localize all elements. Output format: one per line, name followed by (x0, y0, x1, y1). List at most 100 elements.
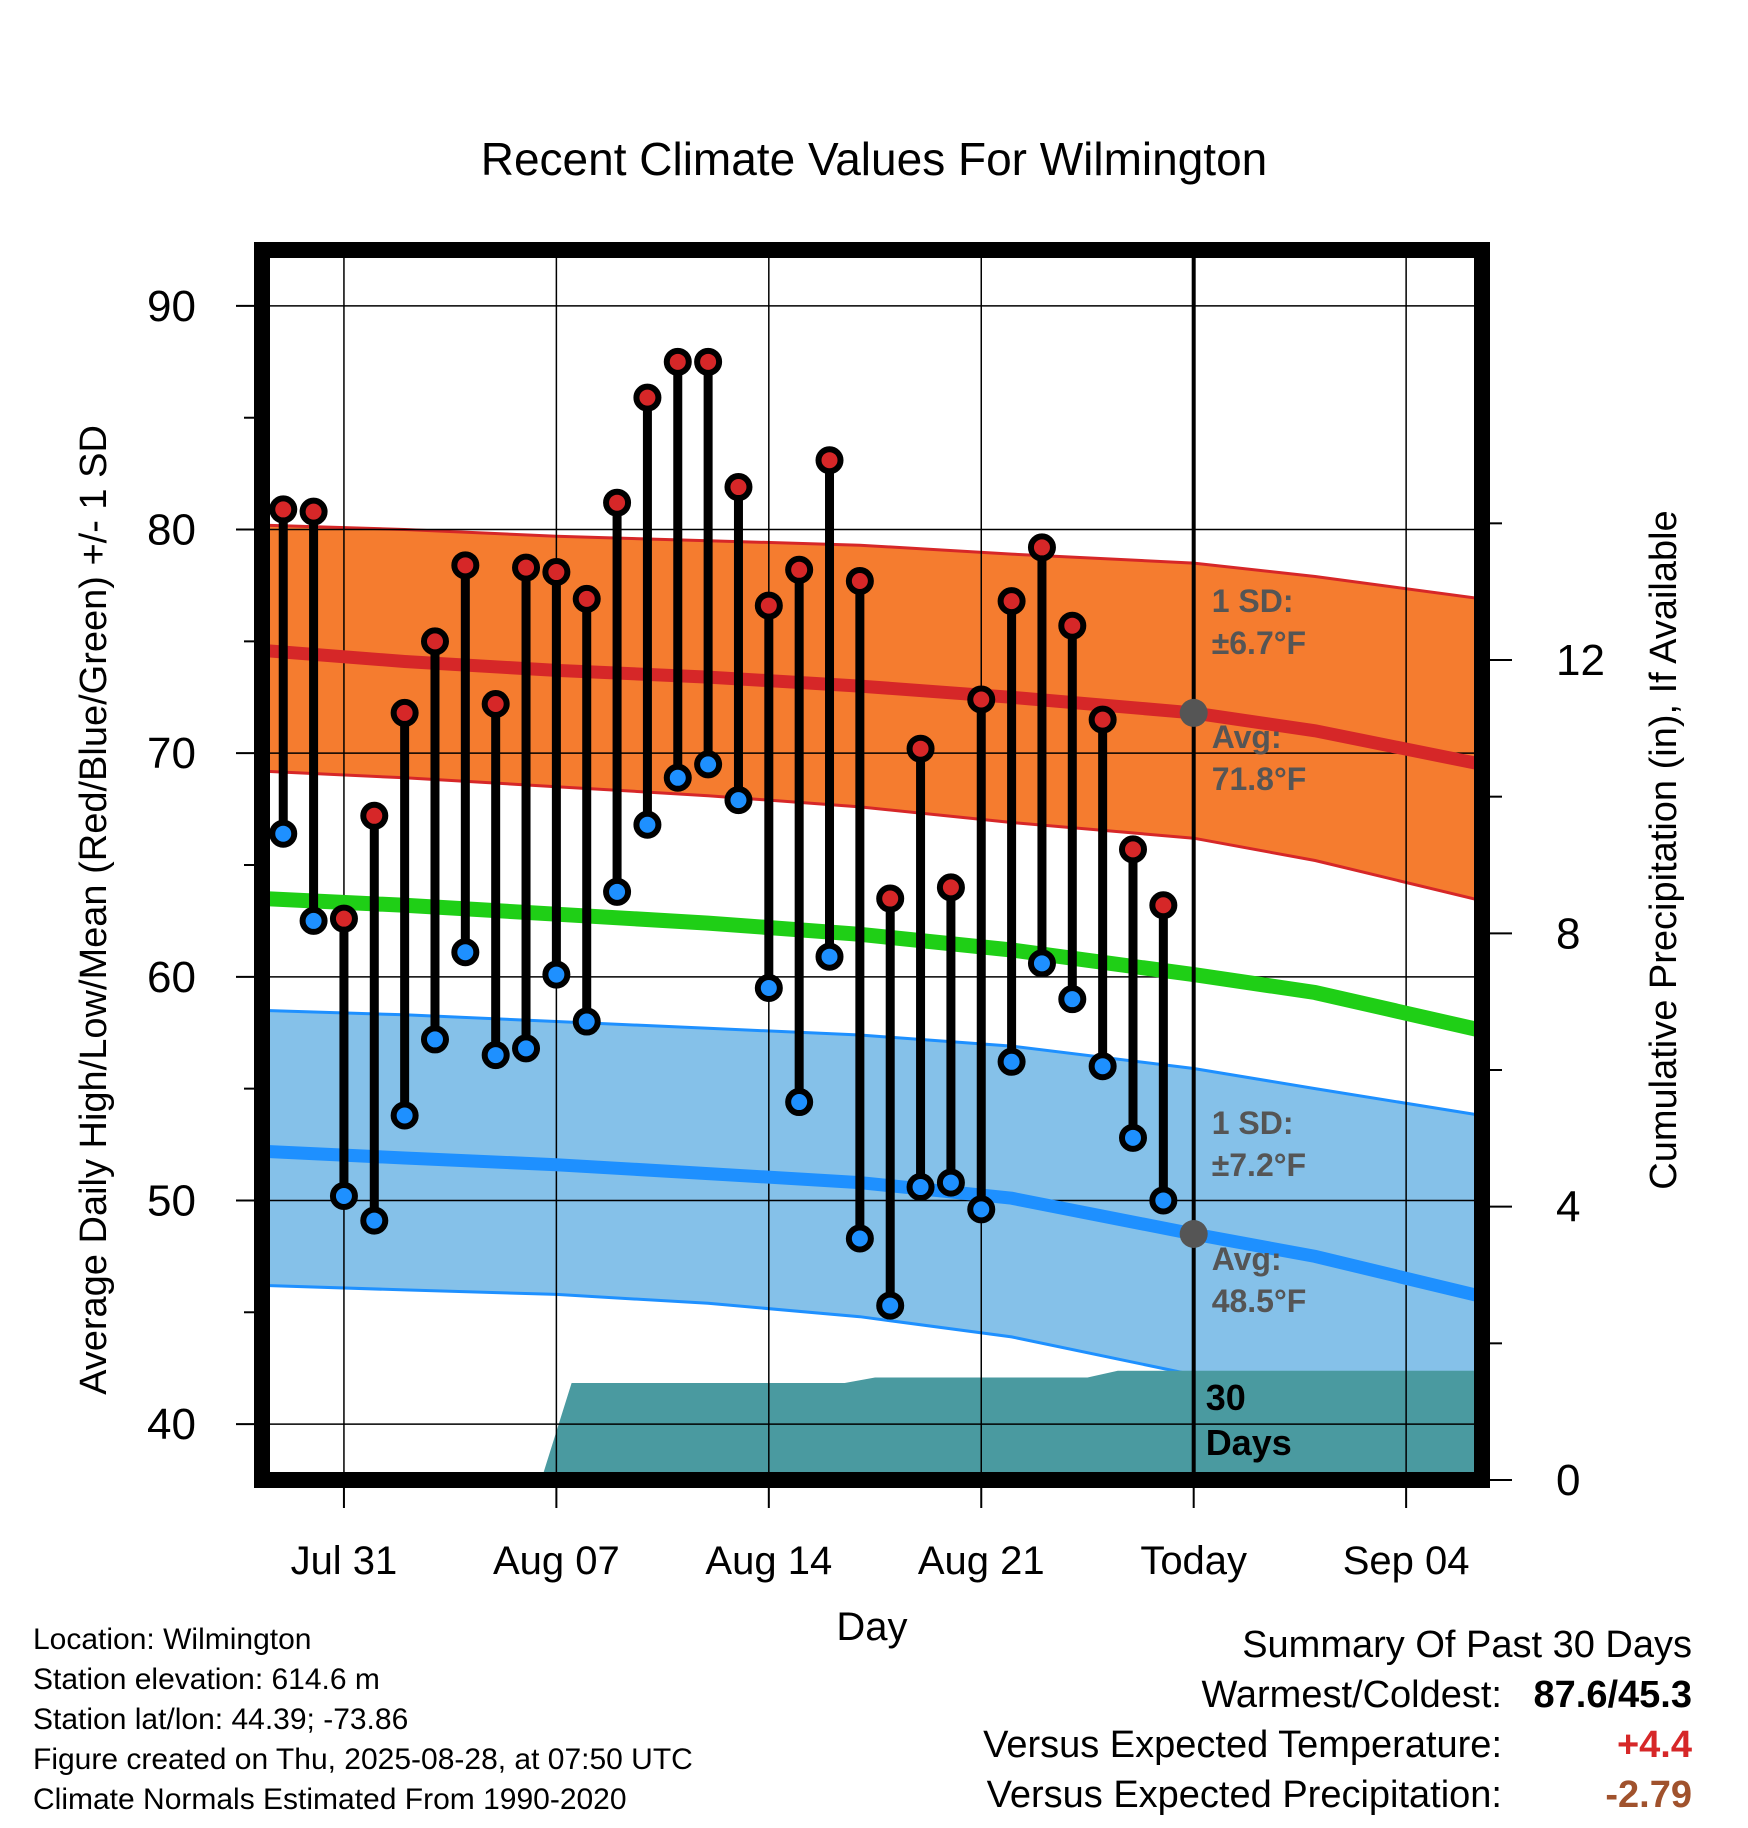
summary-panel: Summary Of Past 30 Days Warmest/Coldest:… (983, 1620, 1692, 1820)
y2-tick-label: 8 (1556, 909, 1580, 958)
y-tick-label: 60 (147, 953, 196, 1002)
high-point (360, 801, 389, 830)
high-point (876, 884, 905, 913)
high-point (329, 904, 358, 933)
today-low-avg-marker (1179, 1220, 1208, 1248)
y-axis-label: Average Daily High/Low/Mean (Red/Blue/Gr… (73, 425, 115, 1395)
high-point (967, 685, 996, 714)
precip-value: -2.79 (1605, 1774, 1692, 1816)
chart-title: Recent Climate Values For Wilmington (480, 133, 1268, 185)
low-point (663, 763, 692, 792)
days-label-line1: 30 (1206, 1377, 1246, 1418)
low-point (724, 786, 753, 815)
high-point (512, 553, 541, 582)
low-point (633, 810, 662, 839)
days-label-line2: Days (1206, 1422, 1292, 1463)
warmest-row: Warmest/Coldest: 87.6/45.3 (983, 1670, 1692, 1720)
low-point (754, 974, 783, 1002)
high-avg-label-line2: 71.8°F (1212, 761, 1307, 797)
x-tick-label: Jul 31 (291, 1539, 398, 1583)
low-point (694, 750, 723, 779)
low-point (936, 1168, 965, 1197)
warmest-label: Warmest/Coldest: (1201, 1674, 1502, 1716)
y-tick-label: 90 (147, 282, 196, 331)
low-point (420, 1025, 449, 1054)
summary-title: Summary Of Past 30 Days (1242, 1624, 1692, 1666)
y2-tick-label: 0 (1556, 1456, 1580, 1505)
high-upper-line (262, 523, 1482, 601)
high-point (1118, 835, 1147, 864)
high-point (815, 446, 844, 475)
high-point (997, 587, 1026, 616)
today-high-avg-marker (1179, 698, 1208, 727)
high-point (1088, 705, 1117, 734)
low-point (572, 1007, 601, 1036)
low-point (360, 1206, 389, 1235)
y2-axis-label: Cumulative Precipitation (in), If Availa… (1643, 510, 1685, 1189)
low-point (1058, 985, 1087, 1014)
low-point (603, 877, 632, 906)
high-point (724, 473, 753, 502)
y-tick-label: 50 (147, 1176, 196, 1225)
precip-row: Versus Expected Precipitation: -2.79 (983, 1770, 1692, 1820)
high-point (936, 873, 965, 902)
station-info: Location: Wilmington Station elevation: … (33, 1620, 693, 1820)
high-point (906, 734, 935, 763)
high-point (785, 555, 814, 584)
high-point (481, 689, 510, 718)
elevation-text: Station elevation: 614.6 m (33, 1663, 380, 1696)
y-tick-label: 70 (147, 729, 196, 778)
x-axis-label: Day (836, 1605, 907, 1649)
precip-label: Versus Expected Precipitation: (986, 1774, 1502, 1816)
high-sd-label-line2: ±6.7°F (1212, 625, 1306, 661)
low-point (481, 1041, 510, 1070)
plot-area (262, 250, 1482, 1480)
precipitation-area (262, 1370, 1482, 1480)
high-point (420, 627, 449, 656)
low-point (451, 938, 480, 967)
low-point (269, 819, 298, 848)
x-tick-label: Aug 07 (493, 1539, 620, 1583)
high-avg-label-line1: Avg: (1212, 719, 1282, 755)
x-tick-label: Today (1140, 1539, 1247, 1583)
low-point (815, 942, 844, 971)
low-avg-label-line1: Avg: (1212, 1241, 1282, 1277)
low-point (299, 906, 328, 935)
latlon-text: Station lat/lon: 44.39; -73.86 (33, 1703, 409, 1736)
low-point (1088, 1052, 1117, 1081)
y-tick-label: 80 (147, 506, 196, 555)
y2-tick-label: 4 (1556, 1183, 1580, 1232)
location-text: Location: Wilmington (33, 1623, 312, 1656)
high-point (845, 566, 874, 595)
high-point (572, 584, 601, 613)
low-avg-label-line2: 48.5°F (1212, 1283, 1307, 1319)
low-point (512, 1034, 541, 1063)
low-point (1027, 949, 1056, 978)
high-point (269, 495, 298, 524)
y2-tick-label: 12 (1556, 636, 1605, 685)
low-point (1149, 1186, 1178, 1215)
low-point (997, 1047, 1026, 1076)
high-point (633, 383, 662, 412)
high-sd-band (262, 525, 1482, 901)
low-sd-band (262, 1010, 1482, 1436)
low-point (1118, 1123, 1147, 1152)
normals-text: Climate Normals Estimated From 1990-2020 (33, 1783, 627, 1816)
low-point (845, 1224, 874, 1253)
low-point (542, 960, 571, 989)
low-point (906, 1173, 935, 1202)
low-point (876, 1291, 905, 1320)
high-point (663, 347, 692, 376)
plot-frame (254, 242, 1490, 1488)
high-point (542, 558, 571, 587)
low-point (967, 1195, 996, 1224)
normal-mean-line (262, 891, 1482, 1038)
temp-row: Versus Expected Temperature: +4.4 (983, 1720, 1692, 1770)
low-sd-label-line1: 1 SD: (1212, 1105, 1294, 1141)
x-tick-label: Sep 04 (1343, 1539, 1470, 1583)
high-point (1058, 611, 1087, 640)
temp-label: Versus Expected Temperature: (983, 1724, 1502, 1766)
warmest-value: 87.6/45.3 (1533, 1674, 1692, 1716)
high-point (451, 551, 480, 580)
